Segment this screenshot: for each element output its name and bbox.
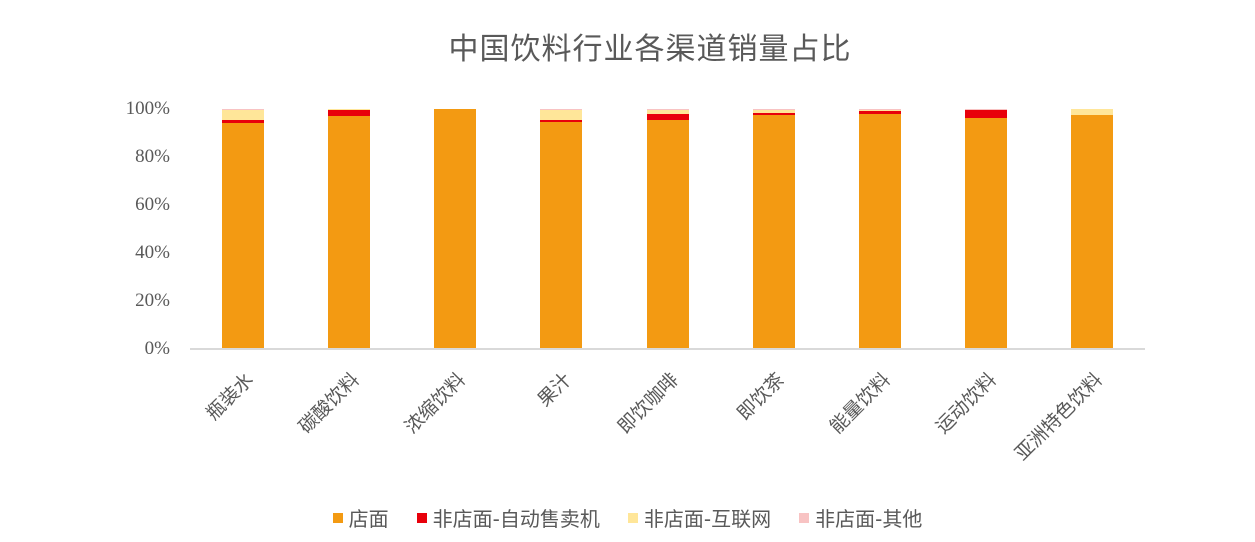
bar-segment	[858, 109, 901, 110]
bar-segment	[646, 113, 689, 120]
bar-stack	[646, 109, 689, 349]
x-tick-label: 瓶装水	[202, 368, 258, 425]
bar-stack	[328, 109, 371, 349]
bar-segment	[540, 119, 583, 122]
legend-label: 非店面-互联网	[643, 507, 772, 531]
bar-segment	[222, 120, 265, 124]
x-axis-line	[190, 348, 1145, 350]
bar-segment	[328, 109, 371, 116]
bar-segment	[540, 121, 583, 349]
legend-item: 非店面-自动售卖机	[416, 503, 600, 532]
x-tick-label: 浓缩饮料	[400, 368, 471, 439]
plot-area	[190, 109, 1145, 349]
bar-stack	[752, 109, 795, 349]
legend-label: 非店面-自动售卖机	[432, 507, 600, 531]
bar-segment	[752, 112, 795, 116]
bar-segment	[646, 119, 689, 349]
bar-segment	[540, 109, 583, 120]
y-tick-label: 80%	[135, 146, 170, 167]
bar-segment	[1070, 109, 1113, 115]
x-tick-label: 果汁	[533, 368, 577, 412]
bar-segment	[222, 123, 265, 349]
chart-title: 中国饮料行业各渠道销量占比	[448, 32, 852, 67]
x-tick-label: 亚洲特色饮料	[1010, 368, 1107, 465]
legend-swatch-icon	[332, 512, 343, 523]
bar-segment	[434, 109, 477, 349]
bar-stack	[222, 109, 265, 349]
bar-segment	[964, 110, 1007, 119]
y-tick-label: 100%	[125, 98, 170, 119]
bar-segment	[222, 109, 265, 121]
x-tick-label: 运动饮料	[931, 368, 1001, 439]
legend-swatch-icon	[416, 512, 427, 523]
bar-segment	[752, 115, 795, 349]
legend: 店面 非店面-自动售卖机 非店面-互联网 非店面-其他	[0, 503, 1255, 532]
bar-stack	[964, 109, 1007, 349]
x-tick-label: 碳酸饮料	[294, 368, 365, 439]
legend-item: 店面	[332, 503, 389, 532]
y-tick-label: 60%	[135, 194, 170, 215]
bar-stack	[1070, 109, 1113, 349]
legend-item: 非店面-互联网	[627, 503, 772, 532]
x-tick-label: 能量饮料	[825, 368, 895, 439]
bar-segment	[328, 115, 371, 349]
x-tick-label: 即饮茶	[732, 368, 789, 425]
bar-segment	[964, 118, 1007, 349]
y-tick-label: 40%	[135, 242, 170, 263]
y-tick-label: 0%	[144, 338, 170, 359]
bar-segment	[858, 109, 901, 112]
y-tick-label: 20%	[135, 290, 170, 311]
bar-stack	[434, 109, 477, 349]
bar-segment	[858, 114, 901, 349]
bar-segment	[964, 109, 1007, 111]
legend-label: 店面	[348, 507, 389, 531]
legend-item: 非店面-其他	[799, 503, 922, 532]
bar-segment	[1070, 114, 1113, 349]
x-tick-label: 即饮咖啡	[613, 368, 683, 439]
bar-segment	[858, 111, 901, 115]
bar-segment	[752, 109, 795, 113]
legend-swatch-icon	[627, 512, 638, 523]
bar-segment	[646, 109, 689, 114]
legend-swatch-icon	[799, 512, 810, 523]
bar-stack	[858, 109, 901, 349]
legend-label: 非店面-其他	[815, 507, 923, 531]
bar-stack	[540, 109, 583, 349]
